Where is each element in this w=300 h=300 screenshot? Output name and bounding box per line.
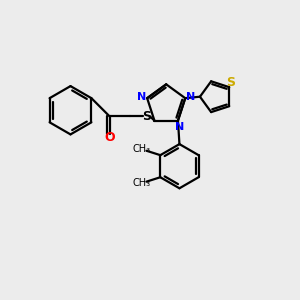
Text: S: S <box>226 76 235 89</box>
Text: S: S <box>142 110 151 123</box>
Text: CH₃: CH₃ <box>133 178 151 188</box>
Text: N: N <box>186 92 195 102</box>
Text: N: N <box>137 92 146 102</box>
Text: O: O <box>104 131 115 144</box>
Text: N: N <box>175 122 184 132</box>
Text: CH₃: CH₃ <box>133 144 151 154</box>
